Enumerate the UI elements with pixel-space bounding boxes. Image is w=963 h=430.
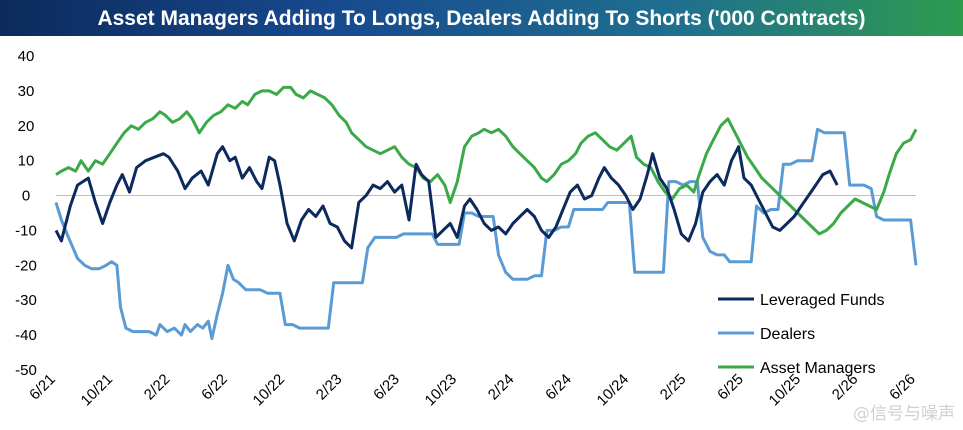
y-tick-label: 10: [18, 153, 35, 170]
x-tick-label: 2/25: [657, 371, 690, 404]
x-tick-label: 10/22: [250, 371, 289, 410]
y-tick-label: -30: [15, 292, 37, 309]
x-tick-label: 6/23: [370, 371, 403, 404]
x-tick-label: 10/21: [78, 371, 117, 410]
series-line-dealers: [54, 127, 918, 341]
series-line-asset-managers: [55, 85, 918, 236]
legend-label: Asset Managers: [760, 360, 876, 377]
y-tick-label: -40: [15, 327, 37, 344]
x-tick-label: 2/23: [313, 371, 346, 404]
y-tick-label: 20: [18, 118, 35, 135]
legend: Leveraged Funds Dealers Asset Managers: [718, 292, 885, 377]
x-tick-label: 6/22: [198, 371, 231, 404]
y-tick-label: -20: [15, 257, 37, 274]
y-tick-label: -10: [15, 222, 37, 239]
x-tick-label: 6/24: [542, 371, 575, 404]
x-tick-label: 6/25: [714, 371, 747, 404]
watermark: @信号与噪声: [853, 404, 955, 424]
y-tick-label: 40: [18, 48, 35, 65]
series-layer: [54, 85, 918, 341]
title-bar: [0, 0, 963, 36]
y-tick-label: 0: [22, 188, 30, 205]
y-tick-label: -50: [15, 362, 37, 379]
y-tick-label: 30: [18, 83, 35, 100]
x-tick-label: 2/22: [141, 371, 174, 404]
legend-label: Leveraged Funds: [760, 292, 885, 309]
x-tick-label: 10/23: [422, 371, 461, 410]
legend-label: Dealers: [760, 326, 815, 343]
x-tick-label: 2/24: [485, 371, 518, 404]
chart-title: Asset Managers Adding To Longs, Dealers …: [97, 7, 866, 30]
x-tick-label: 10/24: [594, 371, 633, 410]
series-line-leveraged-funds: [54, 145, 839, 250]
